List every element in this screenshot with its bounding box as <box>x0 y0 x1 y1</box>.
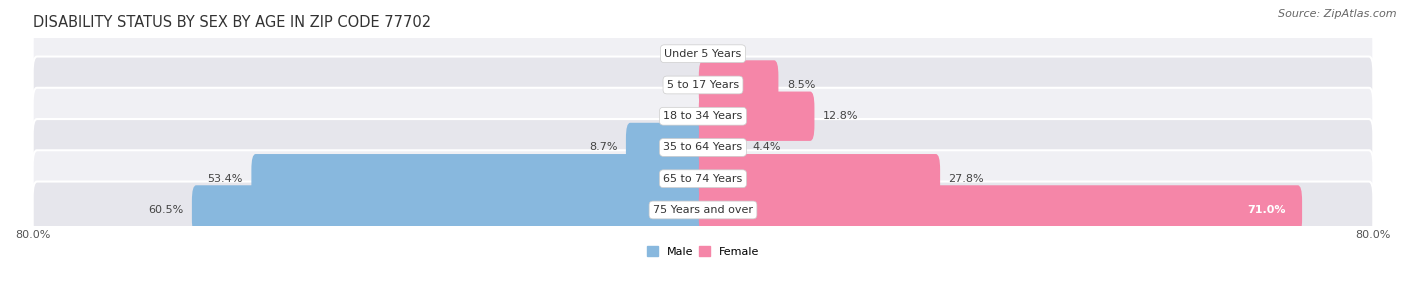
Text: 60.5%: 60.5% <box>148 205 184 215</box>
Text: 8.5%: 8.5% <box>787 80 815 90</box>
Text: 0.0%: 0.0% <box>662 111 690 121</box>
Text: 35 to 64 Years: 35 to 64 Years <box>664 142 742 152</box>
FancyBboxPatch shape <box>32 56 1374 113</box>
FancyBboxPatch shape <box>32 150 1374 207</box>
Text: 0.0%: 0.0% <box>716 49 744 59</box>
FancyBboxPatch shape <box>32 181 1374 239</box>
FancyBboxPatch shape <box>699 60 779 110</box>
FancyBboxPatch shape <box>699 123 744 172</box>
Text: 75 Years and over: 75 Years and over <box>652 205 754 215</box>
FancyBboxPatch shape <box>626 123 707 172</box>
Text: 0.0%: 0.0% <box>662 49 690 59</box>
Text: 5 to 17 Years: 5 to 17 Years <box>666 80 740 90</box>
Text: 8.7%: 8.7% <box>589 142 617 152</box>
FancyBboxPatch shape <box>699 92 814 141</box>
FancyBboxPatch shape <box>191 185 707 235</box>
Text: 12.8%: 12.8% <box>823 111 858 121</box>
Text: 27.8%: 27.8% <box>949 174 984 184</box>
Text: 53.4%: 53.4% <box>208 174 243 184</box>
FancyBboxPatch shape <box>32 88 1374 145</box>
FancyBboxPatch shape <box>699 185 1302 235</box>
Text: Under 5 Years: Under 5 Years <box>665 49 741 59</box>
Text: 71.0%: 71.0% <box>1247 205 1285 215</box>
Text: 65 to 74 Years: 65 to 74 Years <box>664 174 742 184</box>
FancyBboxPatch shape <box>32 119 1374 176</box>
Text: DISABILITY STATUS BY SEX BY AGE IN ZIP CODE 77702: DISABILITY STATUS BY SEX BY AGE IN ZIP C… <box>32 15 430 30</box>
Legend: Male, Female: Male, Female <box>643 242 763 261</box>
FancyBboxPatch shape <box>699 154 941 203</box>
FancyBboxPatch shape <box>252 154 707 203</box>
FancyBboxPatch shape <box>32 25 1374 82</box>
Text: 4.4%: 4.4% <box>752 142 780 152</box>
Text: 0.0%: 0.0% <box>662 80 690 90</box>
Text: Source: ZipAtlas.com: Source: ZipAtlas.com <box>1278 9 1396 19</box>
Text: 18 to 34 Years: 18 to 34 Years <box>664 111 742 121</box>
